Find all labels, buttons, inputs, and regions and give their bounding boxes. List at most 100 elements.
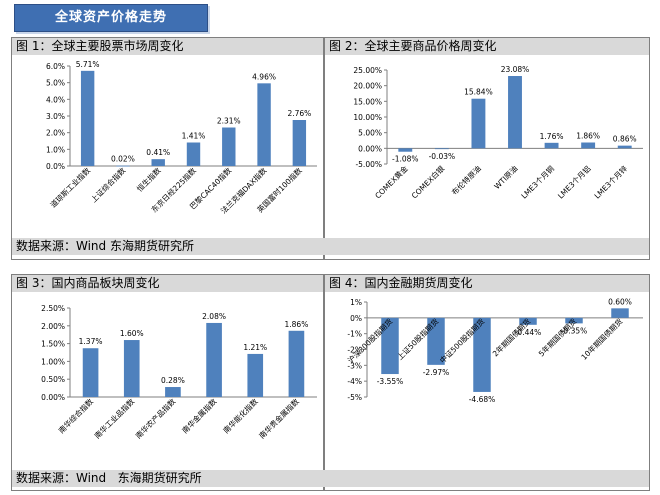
chart-1-value-label: 2.76% [287, 109, 311, 118]
chart-2-bar [471, 98, 486, 149]
chart-4-bar [473, 317, 491, 392]
chart-1-category-label: 恒生指数 [134, 165, 163, 194]
chart-3-category-label: 南华金属指数 [180, 396, 219, 435]
chart-1-bar [116, 165, 130, 167]
chart-1-category-label: 道琼斯工业指数 [48, 165, 93, 210]
chart-3-y-tick-label: 1.00% [41, 357, 65, 366]
chart-2-value-label: 15.84% [464, 88, 493, 97]
chart-3-y-tick-label: 2.50% [41, 304, 65, 313]
chart-3-category-label: 南华工业品指数 [92, 396, 137, 441]
chart-4-y-tick-label: -2% [347, 346, 362, 355]
chart-2-bar [434, 148, 449, 150]
chart-3-value-label: 1.37% [79, 337, 103, 346]
chart-2-category-label: COMEX白银 [409, 163, 446, 200]
chart-3-y-tick-label: 0.00% [41, 393, 65, 402]
chart-2-y-tick-label: 15.00% [353, 97, 382, 106]
chart-1-value-label: 0.02% [111, 155, 135, 164]
chart-3-y-tick-label: 0.50% [41, 375, 65, 384]
chart-4-y-tick-label: 1% [350, 298, 362, 307]
chart-4-value-label: -0.44% [515, 328, 542, 337]
chart-2-bar [544, 142, 559, 149]
panel-2-frame [324, 37, 650, 260]
chart-4-title: 图 4：国内金融期货周变化 [325, 275, 649, 292]
chart-1-bar [186, 142, 201, 166]
chart-3-bar [247, 353, 264, 397]
chart-4-bar [381, 317, 399, 375]
panel-4-frame [324, 274, 650, 491]
chart-2-value-label: -1.08% [392, 155, 419, 164]
chart-2-value-label: 1.76% [540, 132, 564, 141]
chart-1-bar [80, 70, 95, 166]
chart-2-bar [617, 145, 632, 149]
chart-2-y-tick-label: -5.00% [355, 160, 382, 169]
chart-2-bar [581, 142, 596, 149]
panel-1-frame [11, 37, 324, 260]
chart-3-bar [288, 330, 305, 397]
chart-1-value-label: 1.41% [182, 132, 206, 141]
chart-3-y-tick-label: 2.00% [41, 322, 65, 331]
chart-1-y-tick-label: 2.0% [46, 129, 65, 138]
chart-4-bar [565, 317, 583, 324]
chart-2-value-label: 0.86% [613, 135, 637, 144]
chart-2-category-label: WTI原油 [492, 163, 520, 191]
chart-1-value-label: 5.71% [76, 60, 100, 69]
chart-3-value-label: 1.86% [285, 320, 309, 329]
chart-1-y-tick-label: 3.0% [46, 112, 65, 121]
chart-2-y-tick-label: 10.00% [353, 113, 382, 122]
source-note-bottom: 数据来源：Wind 东海期货研究所 [12, 470, 649, 487]
chart-3-bar [123, 340, 140, 397]
chart-3-y-tick-label: 1.50% [41, 340, 65, 349]
chart-3-value-label: 0.28% [161, 376, 185, 385]
section-banner: 全球资产价格走势 [14, 4, 208, 32]
chart-4-category-label: 10年期国债期货 [579, 316, 625, 362]
chart-2-value-label: 1.86% [576, 132, 600, 141]
chart-2-category-label: LME3个月锌 [592, 163, 630, 201]
chart-2-category-label: LME3个月铝 [555, 163, 592, 200]
chart-2-y-tick-label: 20.00% [353, 82, 382, 91]
chart-1-bar [222, 127, 236, 166]
chart-2-bar [508, 76, 522, 149]
chart-4-y-tick-label: -4% [347, 377, 362, 386]
chart-3-value-label: 2.08% [202, 312, 226, 321]
chart-2-title: 图 2：全球主要商品价格周变化 [325, 38, 649, 55]
chart-3-bar [82, 348, 99, 397]
chart-1-y-tick-label: 6.0% [46, 62, 65, 71]
chart-1-value-label: 2.31% [217, 117, 241, 126]
chart-4-y-tick-label: 0% [350, 314, 362, 323]
chart-4-value-label: -4.68% [469, 395, 496, 404]
chart-1-category-label: 上证综合指数 [88, 165, 127, 204]
chart-3-bar [206, 322, 222, 397]
chart-4-category-label: 5年期国债期货 [536, 316, 579, 359]
chart-1-svg: 6.0% 5.0% 4.0% 3.0% 2.0% 1.0% 0.0% 5.71% 道琼斯工业指数… [46, 60, 317, 215]
chart-4-value-label: -0.35% [561, 326, 588, 335]
chart-3-category-label: 南华农产品指数 [133, 396, 178, 441]
chart-4-y-tick-label: -1% [347, 330, 362, 339]
chart-1-y-tick-label: 0.0% [46, 162, 65, 171]
chart-4-category-label: 2年期国债期货 [490, 316, 533, 359]
chart-3-value-label: 1.21% [243, 343, 267, 352]
chart-4-bar [519, 317, 537, 325]
chart-3-category-label: 南华能化指数 [221, 396, 260, 435]
chart-2-bar [398, 148, 413, 152]
chart-4-value-label: 0.60% [608, 297, 632, 306]
chart-1-value-label: 4.96% [252, 72, 276, 81]
chart-3-category-label: 南华贵金属指数 [257, 396, 302, 441]
chart-2-y-tick-label: 0.00% [358, 144, 382, 153]
chart-1-y-tick-label: 1.0% [46, 145, 65, 154]
chart-1-bar [292, 120, 307, 166]
chart-1-value-label: 0.41% [146, 148, 170, 157]
chart-2-value-label: -0.03% [429, 152, 456, 161]
chart-3-bar [165, 387, 181, 397]
chart-4-bar [611, 308, 629, 318]
chart-1-bar [151, 159, 165, 166]
chart-1-bar [257, 83, 271, 166]
chart-2-y-tick-label: 25.00% [353, 66, 382, 75]
source-note-top: 数据来源：Wind 东海期货研究所 [12, 238, 649, 255]
chart-2-category-label: LME3个月铜 [519, 163, 556, 200]
chart-1-y-tick-label: 4.0% [46, 95, 65, 104]
chart-4-y-tick-label: -5% [347, 393, 362, 402]
chart-1-title: 图 1：全球主要股票市场周变化 [12, 38, 323, 55]
chart-2-category-label: 布伦特原油 [449, 163, 483, 197]
chart-4-value-label: -2.97% [423, 368, 450, 377]
chart-4-value-label: -3.55% [377, 377, 404, 386]
